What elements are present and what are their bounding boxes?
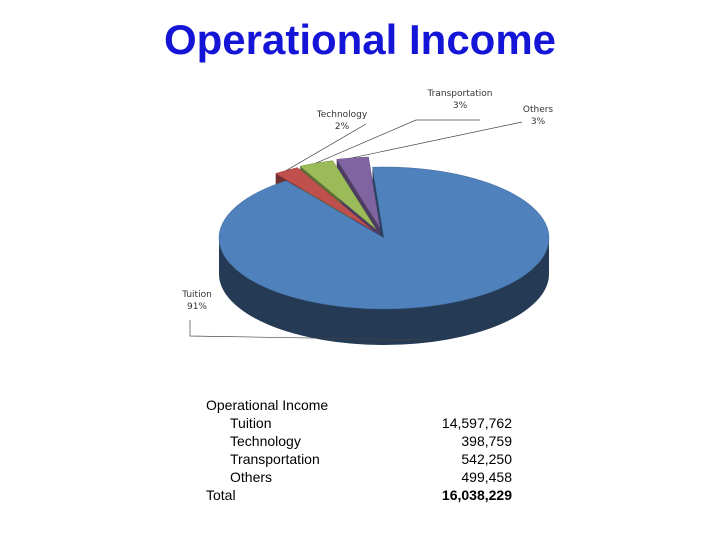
leader-line-tuition (189, 320, 431, 341)
total-label: Total (206, 487, 236, 503)
leader-line-transportation (315, 119, 480, 164)
slice-percent-technology: 2% (335, 122, 350, 132)
row-label-others: Others (230, 469, 273, 485)
total-value: 16,038,229 (441, 487, 512, 503)
slice-side-tuition (219, 238, 549, 345)
slice-tuition (218, 166, 550, 310)
table-total-row: Total 16,038,229 (196, 486, 526, 504)
row-value-others: 499,458 (461, 469, 512, 485)
summary-table: Operational Income Tuition 14,597,762 Te… (196, 396, 526, 504)
slice-percent-others: 3% (531, 117, 546, 127)
table-row: Transportation 542,250 (196, 450, 526, 468)
slice-label-technology: Technology (316, 110, 368, 120)
table-header: Operational Income (206, 397, 329, 413)
slice-label-transportation: Transportation (427, 89, 493, 99)
slice-percent-tuition: 91% (187, 302, 207, 312)
row-label-tuition: Tuition (230, 415, 272, 431)
slice-label-tuition: Tuition (181, 290, 212, 300)
table-row: Tuition 14,597,762 (196, 414, 526, 432)
table-row: Technology 398,759 (196, 432, 526, 450)
slice-others (336, 156, 381, 228)
slice-technology (275, 167, 374, 231)
row-value-transportation: 542,250 (461, 451, 512, 467)
pie-chart: Tuition 91% Technology 2% Transportation 3% Ot… (181, 89, 554, 345)
row-label-transportation: Transportation (230, 451, 320, 467)
leader-line-technology (286, 123, 367, 171)
slice-percent-transportation: 3% (453, 101, 468, 111)
row-value-technology: 398,759 (461, 433, 512, 449)
table-row: Others 499,458 (196, 468, 526, 486)
slide-title: Operational Income (163, 16, 557, 63)
slice-label-others: Others (523, 105, 554, 115)
row-value-tuition: 14,597,762 (441, 415, 512, 431)
leader-line-others (352, 121, 523, 159)
table-header-row: Operational Income (196, 396, 526, 414)
row-label-technology: Technology (230, 433, 301, 449)
